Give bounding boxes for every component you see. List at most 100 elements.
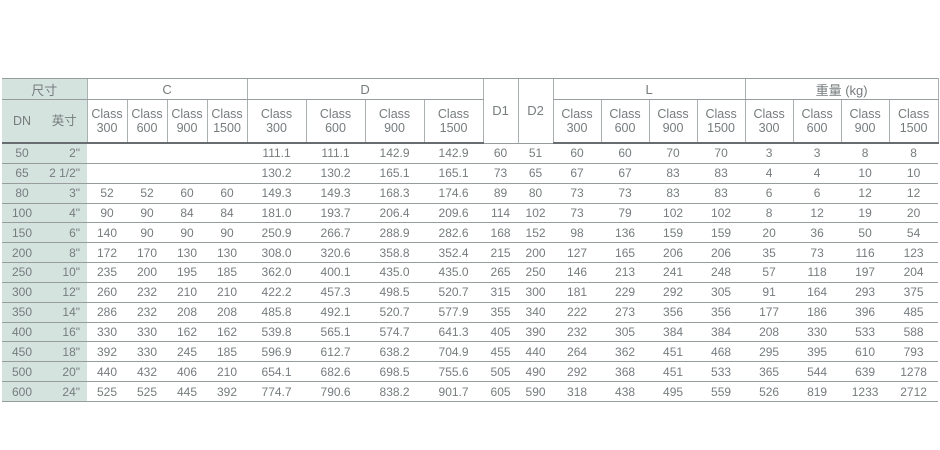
- cell-dn: 400: [2, 322, 42, 343]
- cell-d1: 73: [483, 163, 519, 184]
- header-class-c-1500: Class 1500: [206, 99, 248, 144]
- header-class-d-900: Class 900: [364, 99, 425, 144]
- cell-l-1500: 159: [697, 222, 746, 244]
- cell-c-900: 84: [167, 203, 208, 224]
- cell-inch: 14": [42, 302, 88, 323]
- cell-c-600: [127, 143, 168, 164]
- cell-inch: 2 1/2": [42, 163, 88, 184]
- cell-d2: 490: [518, 361, 554, 383]
- cell-l-300: 67: [553, 163, 602, 184]
- cell-l-900: 83: [649, 163, 698, 184]
- cell-dn: 150: [2, 222, 42, 244]
- cell-d2: 80: [518, 183, 554, 204]
- cell-weight-900: 50: [841, 222, 890, 244]
- cell-l-1500: 83: [697, 163, 746, 184]
- cell-inch: 12": [42, 282, 88, 303]
- cell-weight-1500: 375: [889, 282, 939, 303]
- cell-d-600: 320.6: [306, 242, 366, 264]
- cell-d-300: 422.2: [247, 282, 307, 303]
- table-row-dn-600: 600 24" 525 525 445 392 774.7 790.6 838.2 901.7 60…: [2, 381, 939, 402]
- cell-d2: 440: [518, 341, 554, 363]
- cell-weight-600: 36: [793, 222, 842, 244]
- table-row-dn-300: 300 12" 260 232 210 210 422.2 457.3 498.5 520.7 31…: [2, 282, 939, 303]
- header-size: 尺寸: [2, 78, 88, 100]
- cell-l-300: 60: [553, 143, 602, 164]
- cell-d2: 152: [518, 222, 554, 244]
- cell-d-900: 498.5: [365, 282, 425, 303]
- cell-weight-300: 8: [745, 203, 794, 224]
- cell-d-900: 165.1: [365, 163, 425, 184]
- cell-l-600: 229: [601, 282, 650, 303]
- cell-weight-600: 186: [793, 302, 842, 323]
- cell-weight-1500: 485: [889, 302, 939, 323]
- cell-weight-900: 8: [841, 143, 890, 164]
- cell-l-900: 241: [649, 262, 698, 283]
- cell-l-1500: 206: [697, 242, 746, 264]
- cell-l-1500: 305: [697, 282, 746, 303]
- cell-d-900: 698.5: [365, 361, 425, 383]
- cell-l-900: 495: [649, 381, 698, 402]
- cell-c-900: 60: [167, 183, 208, 204]
- cell-d1: 215: [483, 242, 519, 264]
- header-class-w-600: Class 600: [792, 99, 842, 144]
- cell-c-600: 232: [127, 282, 168, 303]
- cell-d-1500: 520.7: [424, 282, 484, 303]
- cell-c-900: 210: [167, 282, 208, 303]
- cell-l-600: 305: [601, 322, 650, 343]
- cell-d-600: 492.1: [306, 302, 366, 323]
- cell-c-900: [167, 143, 208, 164]
- cell-c-900: 445: [167, 381, 208, 402]
- cell-weight-600: 544: [793, 361, 842, 383]
- cell-weight-900: 197: [841, 262, 890, 283]
- cell-dn: 500: [2, 361, 42, 383]
- cell-weight-600: 330: [793, 322, 842, 343]
- cell-weight-600: 395: [793, 341, 842, 363]
- cell-inch: 3": [42, 183, 88, 204]
- table-row-dn-350: 350 14" 286 232 208 208 485.8 492.1 520.7 577.9 35…: [2, 302, 939, 323]
- table-row-dn-100: 100 4" 90 90 84 84 181.0 193.7 206.4 209.6 114 102 7…: [2, 203, 939, 224]
- cell-l-600: 60: [601, 143, 650, 164]
- cell-d2: 102: [518, 203, 554, 224]
- cell-d-300: 654.1: [247, 361, 307, 383]
- cell-c-300: 90: [87, 203, 128, 224]
- cell-d-600: 400.1: [306, 262, 366, 283]
- cell-d1: 605: [483, 381, 519, 402]
- cell-weight-900: 533: [841, 322, 890, 343]
- cell-c-1500: [207, 163, 248, 184]
- header-weight: 重量 (kg): [744, 78, 939, 100]
- table-row-dn-500: 500 20" 440 432 406 210 654.1 682.6 698.5 755.6 50…: [2, 361, 939, 383]
- cell-d-300: 774.7: [247, 381, 307, 402]
- cell-weight-300: 57: [745, 262, 794, 283]
- cell-l-900: 83: [649, 183, 698, 204]
- cell-d-900: 838.2: [365, 381, 425, 402]
- cell-d-1500: 641.3: [424, 322, 484, 343]
- cell-weight-1500: 793: [889, 341, 939, 363]
- cell-c-1500: 185: [207, 262, 248, 283]
- cell-d2: 51: [518, 143, 554, 164]
- cell-dn: 50: [2, 143, 42, 164]
- cell-c-300: 52: [87, 183, 128, 204]
- cell-l-1500: 102: [697, 203, 746, 224]
- cell-l-1500: 533: [697, 361, 746, 383]
- cell-c-300: 260: [87, 282, 128, 303]
- cell-weight-600: 4: [793, 163, 842, 184]
- cell-weight-600: 3: [793, 143, 842, 164]
- cell-l-300: 73: [553, 183, 602, 204]
- cell-weight-300: 6: [745, 183, 794, 204]
- cell-d-600: 266.7: [306, 222, 366, 244]
- cell-d1: 114: [483, 203, 519, 224]
- table-row-dn-80: 80 3" 52 52 60 60 149.3 149.3 168.3 174.6 89 80 73 73…: [2, 183, 939, 204]
- cell-d2: 590: [518, 381, 554, 402]
- header-dn: DN: [2, 99, 42, 144]
- cell-c-300: 392: [87, 341, 128, 363]
- cell-c-1500: [207, 143, 248, 164]
- cell-d-1500: 282.6: [424, 222, 484, 244]
- cell-c-600: 330: [127, 322, 168, 343]
- cell-weight-600: 73: [793, 242, 842, 264]
- cell-c-1500: 162: [207, 322, 248, 343]
- cell-l-600: 73: [601, 183, 650, 204]
- cell-c-1500: 130: [207, 242, 248, 264]
- cell-weight-600: 6: [793, 183, 842, 204]
- cell-d-300: 308.0: [247, 242, 307, 264]
- cell-l-1500: 559: [697, 381, 746, 402]
